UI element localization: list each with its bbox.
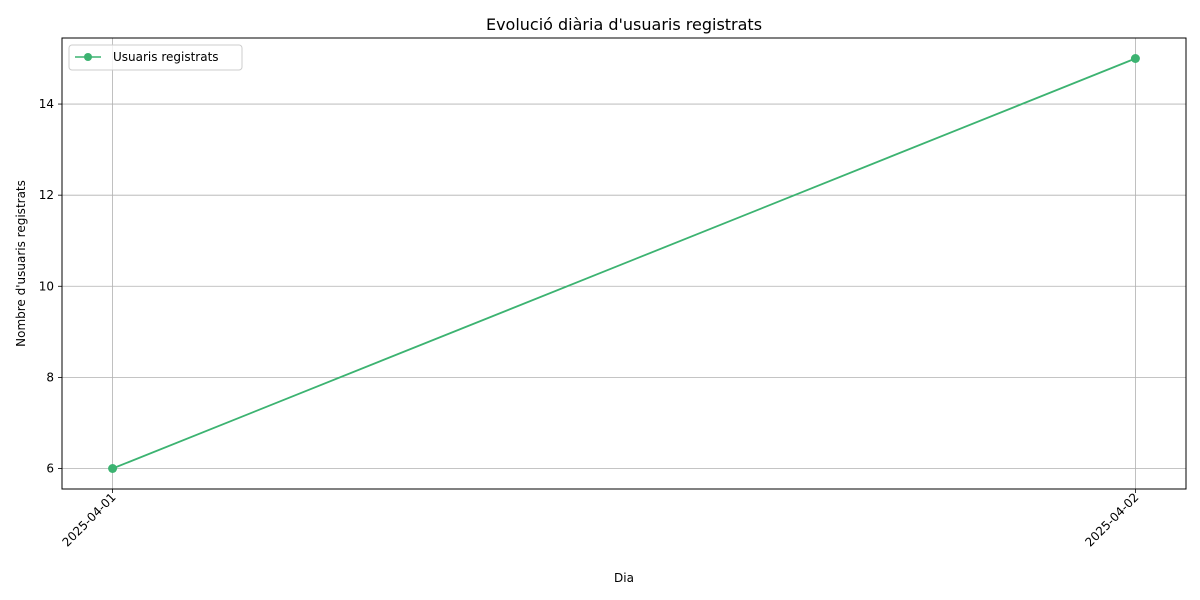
y-tick-label: 12 — [39, 188, 54, 202]
chart-title: Evolució diària d'usuaris registrats — [486, 15, 762, 34]
legend-entry-label: Usuaris registrats — [113, 50, 219, 64]
data-point — [1130, 54, 1140, 63]
series-layer — [108, 54, 1140, 473]
y-tick-label: 14 — [39, 97, 54, 111]
legend: Usuaris registrats — [68, 44, 243, 71]
grid — [62, 38, 1186, 489]
y-tick-label: 10 — [39, 279, 54, 293]
data-point — [108, 464, 118, 473]
series-line — [112, 57, 1136, 470]
legend-box — [68, 44, 243, 71]
x-axis-label: Dia — [614, 571, 634, 585]
y-tick-label: 8 — [46, 370, 54, 384]
y-axis-label: Nombre d'usuaris registrats — [14, 180, 28, 347]
plot-frame — [61, 37, 1187, 490]
legend-marker-swatch — [84, 53, 92, 61]
y-tick-label: 6 — [46, 462, 54, 476]
